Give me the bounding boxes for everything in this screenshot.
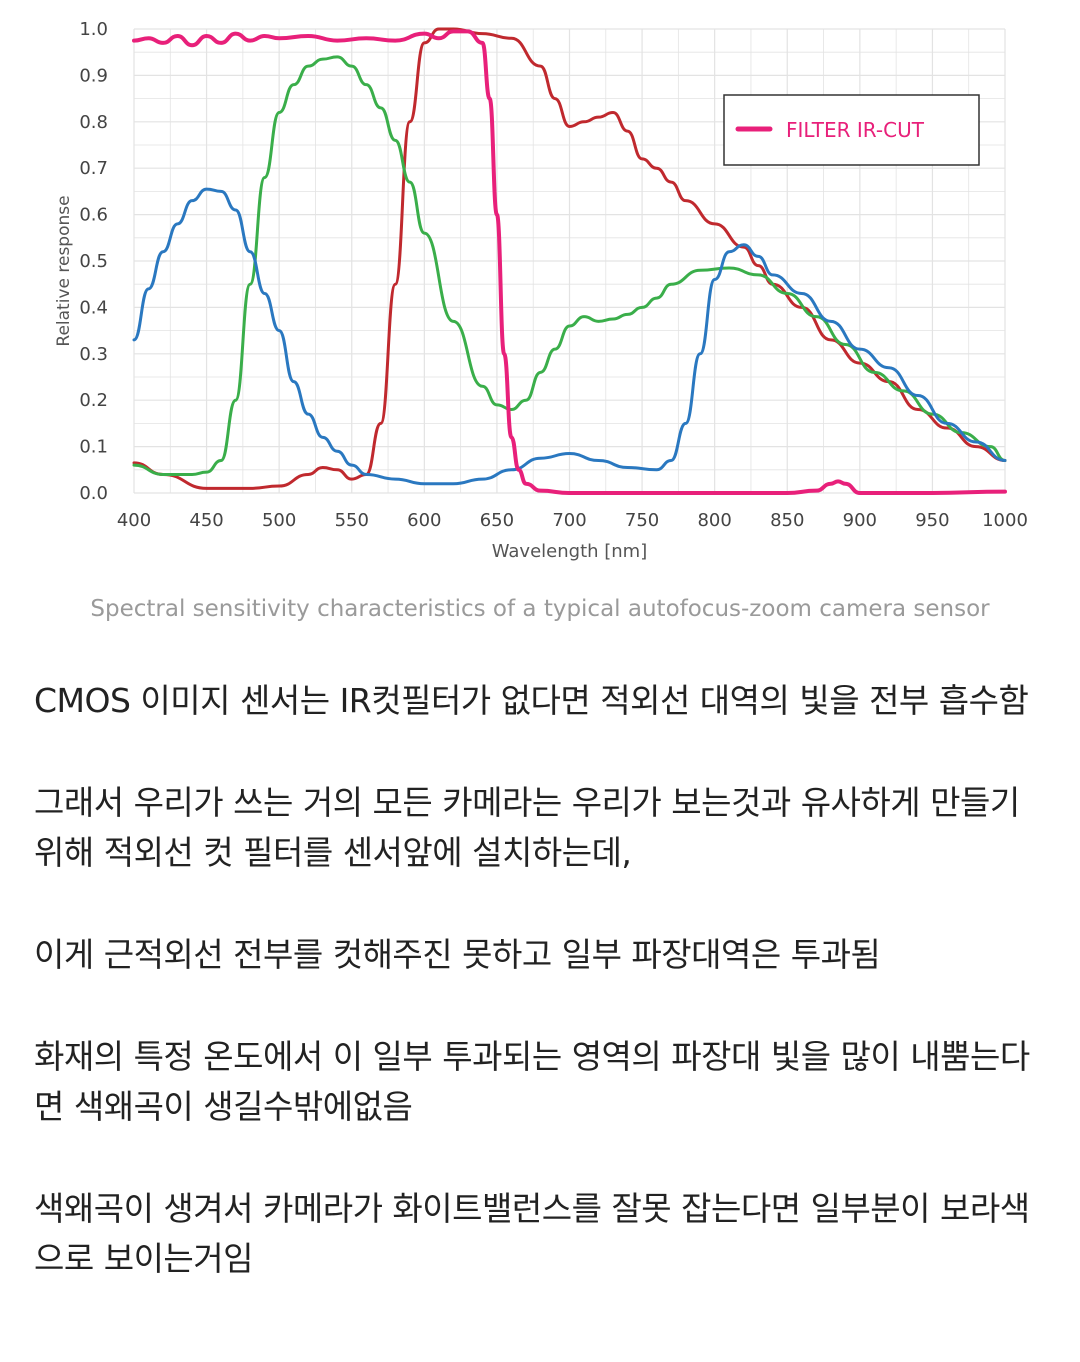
chart-series	[132, 27, 1007, 496]
paragraph: 그래서 우리가 쓰는 거의 모든 카메라는 우리가 보는것과 유사하게 만들기 …	[34, 783, 1020, 872]
x-tick-label: 900	[843, 510, 877, 531]
y-tick-label: 0.3	[79, 344, 108, 365]
x-tick-label: 700	[552, 510, 586, 531]
y-tick-label: 1.0	[79, 19, 108, 40]
chart-grid	[133, 28, 1006, 494]
x-tick-label: 450	[189, 510, 223, 531]
legend-entry: FILTER IR-CUT	[786, 118, 925, 142]
x-tick-label: 800	[697, 510, 731, 531]
chart-axes: 400 450 500 550 600 650 700 750 800 850 900 950 1000…	[54, 19, 1028, 562]
x-tick-label: 750	[625, 510, 659, 531]
chart-svg: 400 450 500 550 600 650 700 750 800 850 900 950 1000…	[54, 19, 1028, 562]
paragraph: 이게 근적외선 전부를 컷해주진 못하고 일부 파장대역은 투과됨	[34, 935, 881, 974]
x-tick-label: 1000	[982, 510, 1028, 531]
y-tick-label: 0.4	[79, 297, 108, 318]
y-tick-label: 0.5	[79, 251, 108, 272]
x-tick-label: 400	[117, 510, 151, 531]
y-tick-label: 0.8	[79, 112, 108, 133]
y-axis-label: Relative response	[54, 195, 74, 346]
chart-caption: Spectral sensitivity characteristics of …	[90, 596, 990, 622]
x-tick-label: 500	[262, 510, 296, 531]
article-body: CMOS 이미지 센서는 IR컷필터가 없다면 적외선 대역의 빛을 전부 흡수…	[34, 676, 1054, 1336]
x-tick-label: 850	[770, 510, 804, 531]
paragraph: 화재의 특정 온도에서 이 일부 투과되는 영역의 파장대 빛을 많이 내뿜는다…	[34, 1037, 1030, 1126]
y-tick-label: 0.2	[79, 390, 108, 411]
x-tick-label: 600	[407, 510, 441, 531]
x-tick-label: 950	[915, 510, 949, 531]
series-line-filter-ir-cut	[132, 29, 1007, 496]
y-tick-label: 0.7	[79, 158, 108, 179]
y-tick-label: 0.9	[79, 65, 108, 86]
x-tick-label: 650	[480, 510, 514, 531]
chart-legend: FILTER IR-CUT	[723, 94, 980, 166]
x-tick-label: 550	[335, 510, 369, 531]
series-line-blue	[132, 187, 1007, 486]
x-axis-label: Wavelength [nm]	[492, 541, 648, 562]
y-tick-label: 0.0	[79, 483, 108, 504]
paragraph: CMOS 이미지 센서는 IR컷필터가 없다면 적외선 대역의 빛을 전부 흡수…	[34, 681, 1029, 720]
y-tick-label: 0.6	[79, 205, 108, 226]
y-tick-label: 0.1	[79, 437, 108, 458]
paragraph: 색왜곡이 생겨서 카메라가 화이트밸런스를 잘못 잡는다면 일부분이 보라색으로…	[34, 1189, 1030, 1278]
spectral-chart: 400 450 500 550 600 650 700 750 800 850 900 950 1000…	[0, 0, 1080, 580]
